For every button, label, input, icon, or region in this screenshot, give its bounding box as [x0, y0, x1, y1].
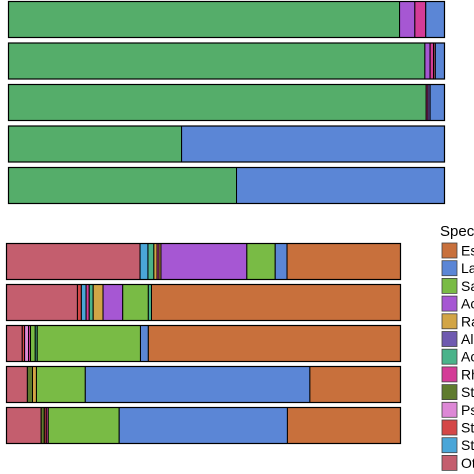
- top-bar-1-segment-lactobacillus: [425, 1, 445, 38]
- top-bar-5-outline: [7, 166, 446, 205]
- bottom-bar-4-outline: [5, 365, 402, 404]
- top-bar-4-segment-lactobacillus: [181, 125, 445, 163]
- top-bar-1-segment-green: [8, 1, 401, 38]
- legend-key-stenotrophomonas: [441, 384, 458, 401]
- bottom-bar-5-segment-salmonella: [47, 407, 120, 444]
- legend-key-lactobacillus: [441, 260, 458, 277]
- top-bar-2-segment-acinetobacter: [424, 42, 431, 80]
- legend-key-alistipes: [441, 331, 458, 347]
- bottom-bar-1-segment-streptococcus: [139, 243, 149, 280]
- bottom-bar-3-segment-pseudomonas: [24, 325, 30, 362]
- legend-key-acinetobacter: [441, 295, 458, 312]
- bottom-bar-5-segment-lactobacillus: [118, 407, 288, 444]
- bottom-bar-3-segment-escherichia: [147, 325, 401, 362]
- bottom-bar-3-outline: [5, 324, 402, 363]
- top-bar-1-outline: [7, 0, 446, 39]
- legend-label-rhodococcus: Rh: [461, 366, 474, 382]
- top-bar-5-segment-green: [8, 167, 238, 204]
- bottom-bar-1-segment-acidovorax: [147, 243, 155, 280]
- legend-label-pseudomonas: Ps: [461, 402, 474, 418]
- top-bar-4-outline: [7, 125, 446, 163]
- top-chart-panel: [7, 0, 446, 205]
- bottom-chart-panel: [5, 242, 402, 445]
- legend-label-escherichia: Es: [461, 243, 474, 259]
- bottom-bar-1-segment-salmonella: [246, 243, 276, 280]
- legend-label-streptococcus: St: [461, 437, 474, 453]
- bottom-bar-1-segment-lactobacillus: [274, 243, 288, 280]
- bottom-bar-2-segment-acinetobacter: [102, 284, 124, 321]
- legend-key-rhodococcus: [441, 366, 458, 383]
- bottom-bar-4-segment-others: [6, 366, 28, 403]
- bottom-bar-2-segment-acidovorax: [88, 284, 94, 321]
- top-bar-5-segment-lactobacillus: [236, 167, 445, 204]
- bottom-bar-1-segment-acinetobacter: [160, 243, 248, 280]
- bottom-bar-2-segment-salmonella: [122, 284, 149, 321]
- legend-label-stenotrophomonas: St: [461, 384, 474, 400]
- top-bar-1-segment-acinetobacter: [399, 1, 416, 38]
- top-bar-2-outline: [7, 42, 446, 80]
- bottom-bar-3-segment-salmonella: [30, 325, 36, 362]
- bottom-bar-3-segment-salmonella: [36, 325, 141, 362]
- bottom-bar-4-segment-ralstonia: [32, 366, 37, 403]
- legend-label-others: Ot: [461, 455, 474, 471]
- bottom-bar-1-segment-others: [6, 243, 141, 280]
- bottom-bar-5-outline: [5, 406, 402, 445]
- top-bar-3-segment-green: [8, 84, 427, 121]
- top-bar-2-segment-rhodococcus: [429, 42, 435, 80]
- top-bar-2-segment-lactobacillus: [434, 42, 445, 80]
- top-bar-2-segment-green: [8, 42, 426, 80]
- top-bar-4-segment-green: [8, 125, 183, 163]
- legend-key-streptococcus: [441, 437, 458, 454]
- legend-key-others: [441, 454, 458, 471]
- legend-label-alistipes: Al: [461, 331, 473, 347]
- legend-key-staphylococcus: [441, 419, 458, 436]
- bottom-bar-5-segment-others: [6, 407, 42, 444]
- legend-key-ralstonia: [441, 313, 458, 330]
- legend-label-acidovorax: Ac: [461, 349, 474, 365]
- legend-label-acinetobacter: Ac: [461, 296, 474, 312]
- legend-key-salmonella: [441, 277, 458, 294]
- legend-label-lactobacillus: La: [461, 260, 474, 276]
- bottom-bar-4-segment-stenotrophomonas: [26, 366, 33, 403]
- top-bar-3-outline: [7, 83, 446, 122]
- top-bar-1-segment-rhodococcus: [414, 1, 427, 38]
- bottom-bar-2-segment-staphylococcus: [76, 284, 82, 321]
- bottom-bar-1-outline: [5, 242, 402, 281]
- bottom-bar-2-segment-others: [6, 284, 78, 321]
- bottom-bar-3-segment-lactobacillus: [139, 325, 149, 362]
- legend-key-acidovorax: [441, 348, 458, 365]
- legend-key-escherichia: [441, 242, 458, 259]
- bottom-bar-2-outline: [5, 283, 402, 322]
- bottom-bar-3-segment-others: [6, 325, 23, 362]
- legend-label-ralstonia: Ra: [461, 313, 474, 329]
- top-bar-3-segment-lactobacillus: [429, 84, 445, 121]
- legend-key-pseudomonas: [441, 401, 458, 418]
- chart-legend: Spec EsLaSaAcRaAlAcRhStPsStStOt: [440, 223, 474, 471]
- legend-label-staphylococcus: St: [461, 420, 474, 436]
- bottom-bar-4-segment-lactobacillus: [84, 366, 311, 403]
- bottom-bar-4-segment-escherichia: [309, 366, 402, 403]
- bottom-bar-5-segment-escherichia: [286, 407, 402, 444]
- bottom-bar-2-segment-ralstonia: [92, 284, 104, 321]
- legend-label-salmonella: Sa: [461, 278, 474, 294]
- bottom-bar-2-segment-escherichia: [150, 284, 401, 321]
- bottom-bar-2-segment-streptococcus: [80, 284, 87, 321]
- bottom-bar-4-segment-salmonella: [35, 366, 86, 403]
- legend-title: Spec: [440, 223, 474, 240]
- bottom-bar-1-segment-escherichia: [286, 243, 401, 280]
